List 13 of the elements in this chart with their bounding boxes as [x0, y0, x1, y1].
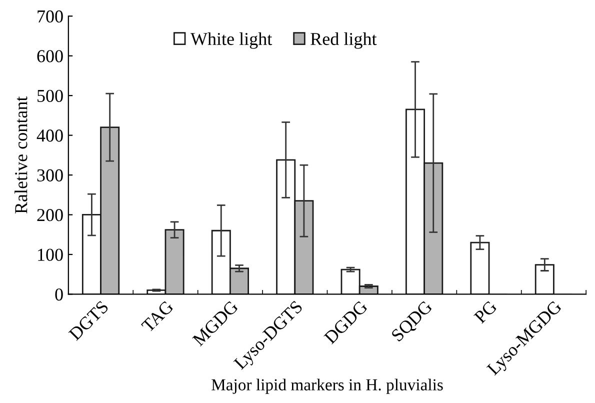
- y-tick-label: 300: [37, 169, 63, 182]
- y-tick-label: 700: [38, 10, 63, 23]
- x-axis-title: Major lipid markers in H. pluvialis: [212, 378, 443, 394]
- legend-label: Red light: [310, 32, 377, 49]
- y-tick-label: 100: [38, 248, 63, 261]
- x-tick-label: TAG: [140, 300, 174, 334]
- y-tick-label: 0: [55, 288, 63, 301]
- y-tick-label: 600: [37, 50, 63, 62]
- y-tick-label: 200: [37, 209, 63, 222]
- y-tick-label: 400: [36, 130, 63, 142]
- y-tick-label: 500: [38, 90, 63, 102]
- legend-label: White light: [190, 32, 272, 49]
- y-axis-title: Raletive contant: [14, 96, 28, 214]
